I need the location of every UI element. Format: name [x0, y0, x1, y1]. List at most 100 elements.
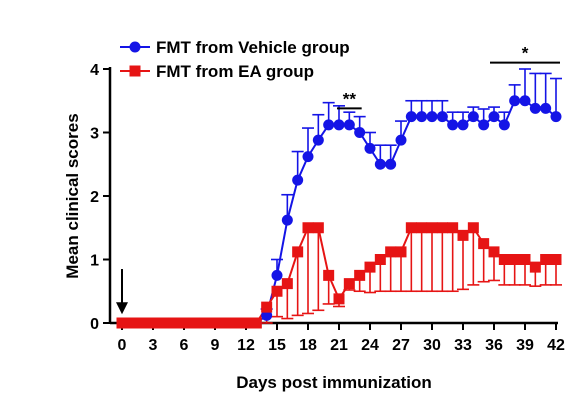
data-point: [312, 222, 324, 234]
data-point: [426, 111, 438, 123]
data-point: [478, 119, 490, 131]
data-point: [364, 261, 376, 273]
data-point: [354, 127, 366, 138]
data-point: [271, 269, 283, 281]
data-point: [312, 134, 324, 146]
data-point: [385, 158, 397, 170]
data-point: [550, 254, 562, 265]
data-point: [436, 222, 448, 234]
data-point: [333, 293, 345, 305]
data-point: [457, 229, 469, 241]
data-point: [395, 134, 407, 146]
data-point: [447, 222, 459, 234]
data-point: [457, 119, 469, 131]
data-point: [209, 317, 221, 329]
data-point: [302, 151, 314, 163]
data-point: [467, 222, 479, 234]
x-tick-label: 30: [423, 337, 441, 354]
data-point: [323, 119, 335, 131]
data-point: [292, 246, 304, 258]
data-point: [137, 317, 149, 329]
data-point: [447, 119, 459, 131]
data-point: [261, 301, 273, 313]
series-line-ea: [122, 226, 556, 324]
series-lines: [122, 99, 557, 324]
data-point: [540, 254, 552, 265]
data-point: [343, 119, 355, 131]
data-point: [529, 261, 541, 273]
x-tick-label: 9: [211, 337, 220, 354]
data-point: [199, 317, 211, 329]
data-point: [250, 317, 262, 329]
y-axis-title: Mean clinical scores: [63, 113, 82, 278]
y-tick-label: 3: [90, 126, 99, 143]
data-point: [240, 317, 252, 329]
x-tick-label: 21: [330, 337, 348, 354]
legend-marker: [129, 41, 141, 53]
data-point: [374, 158, 386, 170]
data-point: [478, 238, 490, 250]
y-tick-label: 1: [90, 253, 99, 270]
y-tick-label: 2: [90, 189, 99, 206]
legend-label: FMT from Vehicle group: [156, 38, 350, 57]
x-tick-label: 3: [149, 337, 158, 354]
data-point: [488, 111, 500, 123]
data-point: [292, 174, 304, 186]
x-tick-label: 33: [454, 337, 472, 354]
data-point: [405, 222, 417, 234]
x-tick-label: 39: [516, 337, 534, 354]
series-line-vehicle: [122, 99, 557, 324]
arrow-head: [116, 302, 128, 315]
legend-label: FMT from EA group: [156, 62, 314, 81]
data-point: [519, 95, 531, 107]
error-bars: [260, 68, 562, 324]
x-tick-label: 36: [485, 337, 503, 354]
annotations: ***: [116, 44, 560, 315]
data-point: [436, 111, 448, 123]
data-point: [416, 111, 428, 123]
x-tick-label: 42: [547, 337, 565, 354]
data-point: [116, 317, 128, 329]
data-point: [188, 317, 200, 329]
data-point: [416, 222, 428, 234]
data-point: [405, 111, 417, 123]
data-point: [364, 142, 376, 154]
legend-marker: [129, 65, 141, 77]
data-point: [281, 214, 293, 226]
significance-label: *: [522, 44, 529, 63]
data-point: [395, 246, 407, 258]
data-point: [147, 317, 159, 329]
x-tick-label: 27: [392, 337, 410, 354]
data-point: [281, 278, 293, 290]
legend: FMT from Vehicle group FMT from EA group: [120, 38, 350, 81]
data-point: [540, 102, 552, 114]
y-tick-label: 0: [90, 316, 99, 333]
data-point: [374, 254, 386, 265]
data-point: [343, 278, 355, 290]
data-point: [271, 285, 283, 297]
data-point: [385, 246, 397, 258]
series-markers: [116, 95, 562, 329]
data-point: [498, 119, 510, 131]
significance-label: **: [343, 89, 357, 108]
y-tick-label: 4: [90, 62, 99, 79]
data-point: [354, 269, 366, 281]
data-point: [467, 111, 479, 123]
x-tick-label: 6: [180, 337, 189, 354]
data-point: [230, 317, 242, 329]
data-point: [333, 119, 345, 131]
data-point: [426, 222, 438, 234]
data-point: [219, 317, 231, 329]
data-point: [302, 222, 314, 234]
x-tick-label: 12: [237, 337, 255, 354]
x-axis-title: Days post immunization: [236, 373, 432, 392]
data-point: [126, 317, 138, 329]
x-tick-label: 18: [299, 337, 317, 354]
data-point: [157, 317, 169, 329]
data-point: [509, 254, 521, 265]
data-point: [261, 309, 273, 321]
data-point: [323, 269, 335, 281]
